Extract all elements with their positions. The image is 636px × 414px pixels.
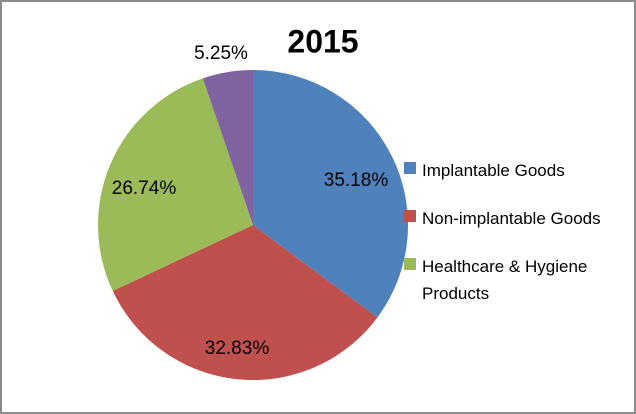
legend-swatch-blue-icon bbox=[404, 162, 416, 174]
data-label-non-implantable-goods: 32.83% bbox=[204, 338, 270, 359]
chart-title: 2015 bbox=[287, 23, 359, 60]
legend-label: Non-implantable Goods bbox=[422, 209, 601, 228]
legend-label: Implantable Goods bbox=[422, 161, 565, 180]
pie-slice-0 bbox=[253, 70, 408, 318]
legend-item-non-implantable-goods: Non-implantable Goods bbox=[404, 205, 634, 232]
legend-item-healthcare-hygiene: Healthcare & Hygiene Products bbox=[404, 253, 634, 307]
data-label-implantable-goods: 35.18% bbox=[323, 170, 389, 191]
pie-chart bbox=[98, 70, 408, 380]
data-label-healthcare-hygiene: 26.74% bbox=[111, 178, 177, 199]
legend-label: Healthcare & Hygiene Products bbox=[422, 257, 588, 304]
legend-swatch-red-icon bbox=[404, 210, 416, 222]
legend-swatch-green-icon bbox=[404, 258, 416, 270]
pie-slice-3 bbox=[202, 70, 253, 225]
data-label-fourth-slice: 5.25% bbox=[194, 43, 248, 64]
pie-slice-1 bbox=[112, 225, 378, 380]
pie-slice-2 bbox=[98, 78, 253, 291]
legend-item-implantable-goods: Implantable Goods bbox=[404, 157, 634, 184]
